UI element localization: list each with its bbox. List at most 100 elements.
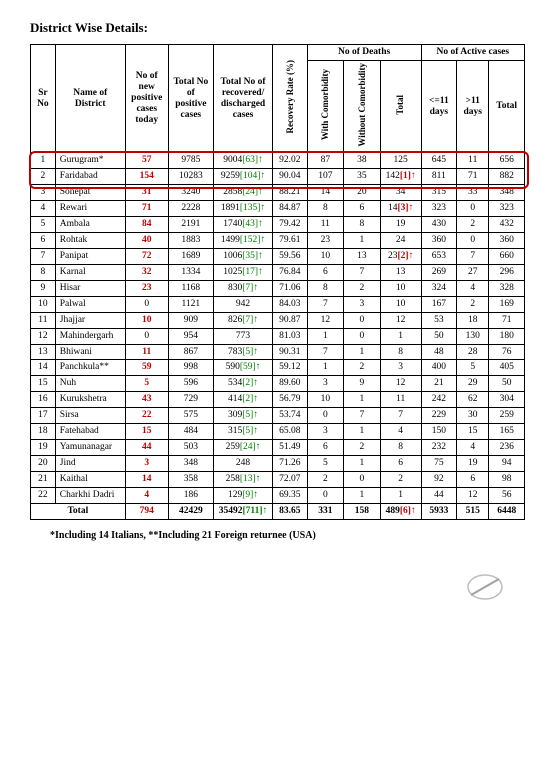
cell: 8 (307, 201, 344, 217)
cell: 0 (344, 328, 381, 344)
cell: 165 (489, 424, 525, 440)
table-row: 15Nuh5596534[2]↑89.603912212950 (31, 376, 525, 392)
cell: 88.21 (273, 185, 307, 201)
cell: 1168 (168, 280, 213, 296)
cell: 53 (421, 312, 457, 328)
cell: 3 (31, 185, 56, 201)
cell: 9 (344, 376, 381, 392)
cell: 56.79 (273, 392, 307, 408)
col-sr: Sr No (31, 45, 56, 153)
cell: 21 (421, 376, 457, 392)
cell: 6 (307, 440, 344, 456)
table-row: 4Rewari7122281891[135]↑84.878614[3]↑3230… (31, 201, 525, 217)
col-without-c: Without Comorbidity (344, 60, 381, 153)
cell: 125 (380, 153, 421, 169)
cell: 13 (31, 344, 56, 360)
cell: 7 (457, 248, 489, 264)
cell: 259[24]↑ (213, 440, 272, 456)
table-row: 21Kaithal14358258[13]↑72.0720292698 (31, 471, 525, 487)
cell: 296 (489, 264, 525, 280)
cell: 3 (125, 455, 168, 471)
cell: 331 (307, 503, 344, 519)
cell: 83.65 (273, 503, 307, 519)
cell: 2228 (168, 201, 213, 217)
footnote: *Including 14 Italians, **Including 21 F… (50, 530, 525, 541)
cell: 14 (125, 471, 168, 487)
cell: 53.74 (273, 408, 307, 424)
cell: 12 (380, 376, 421, 392)
cell: Charkhi Dadri (55, 487, 125, 503)
col-active: No of Active cases (421, 45, 524, 61)
cell: 7 (307, 344, 344, 360)
table-body: 1Gurugram*5797859004[63]↑92.028738125645… (31, 153, 525, 519)
col-le11: <=11 days (421, 60, 457, 153)
cell: 23 (307, 233, 344, 249)
cell: 89.60 (273, 376, 307, 392)
cell: 660 (489, 248, 525, 264)
cell: 1 (380, 328, 421, 344)
cell: Total (31, 503, 126, 519)
cell: 23[2]↑ (380, 248, 421, 264)
cell: 69.35 (273, 487, 307, 503)
table-row: 13Bhiwani11867783[5]↑90.31718482876 (31, 344, 525, 360)
table-row: 16Kurukshetra43729414[2]↑56.791011124262… (31, 392, 525, 408)
cell: 360 (421, 233, 457, 249)
col-total-pos: Total No of positive cases (168, 45, 213, 153)
cell: 10283 (168, 169, 213, 185)
cell: Rewari (55, 201, 125, 217)
cell: 258[13]↑ (213, 471, 272, 487)
cell: 10 (307, 248, 344, 264)
cell: 13 (344, 248, 381, 264)
cell: 50 (421, 328, 457, 344)
cell: 6 (380, 455, 421, 471)
cell: 71 (489, 312, 525, 328)
cell: 35492[711]↑ (213, 503, 272, 519)
cell: 12 (31, 328, 56, 344)
table-row: 12Mahindergarh095477381.0310150130180 (31, 328, 525, 344)
cell: 71.26 (273, 455, 307, 471)
cell: Nuh (55, 376, 125, 392)
cell: 11 (380, 392, 421, 408)
table-row: 20Jind334824871.26516751994 (31, 455, 525, 471)
cell: Kaithal (55, 471, 125, 487)
cell: 84.03 (273, 296, 307, 312)
cell: 24 (380, 233, 421, 249)
cell: 323 (489, 201, 525, 217)
cell: 11 (125, 344, 168, 360)
cell: 360 (489, 233, 525, 249)
cell: Panchkula** (55, 360, 125, 376)
cell: 50 (489, 376, 525, 392)
cell: 92.02 (273, 153, 307, 169)
cell: 10 (31, 296, 56, 312)
table-row: 19Yamunanagar44503259[24]↑51.49628232423… (31, 440, 525, 456)
cell: 575 (168, 408, 213, 424)
cell: 8 (380, 344, 421, 360)
cell: 7 (344, 264, 381, 280)
cell: 62 (457, 392, 489, 408)
cell: 2 (380, 471, 421, 487)
cell: 11 (31, 312, 56, 328)
cell: 31 (125, 185, 168, 201)
cell: 71.06 (273, 280, 307, 296)
cell: 9259[104]↑ (213, 169, 272, 185)
cell: 1689 (168, 248, 213, 264)
table-row: 10Palwal0112194284.0373101672169 (31, 296, 525, 312)
cell: 3 (380, 360, 421, 376)
table-row: 2Faridabad154102839259[104]↑90.041073514… (31, 169, 525, 185)
cell: 13 (380, 264, 421, 280)
cell: 154 (125, 169, 168, 185)
cell: 6 (31, 233, 56, 249)
table-row: 5Ambala8421911740[43]↑79.42118194302432 (31, 217, 525, 233)
cell: 348 (168, 455, 213, 471)
cell: 44 (125, 440, 168, 456)
cell: 1 (344, 233, 381, 249)
cell: 15 (125, 424, 168, 440)
cell: 44 (421, 487, 457, 503)
total-row: Total7944242935492[711]↑83.65331158489[6… (31, 503, 525, 519)
cell: 811 (421, 169, 457, 185)
cell: 17 (31, 408, 56, 424)
cell: 87 (307, 153, 344, 169)
cell: 503 (168, 440, 213, 456)
cell: 2858[24]↑ (213, 185, 272, 201)
cell: 180 (489, 328, 525, 344)
